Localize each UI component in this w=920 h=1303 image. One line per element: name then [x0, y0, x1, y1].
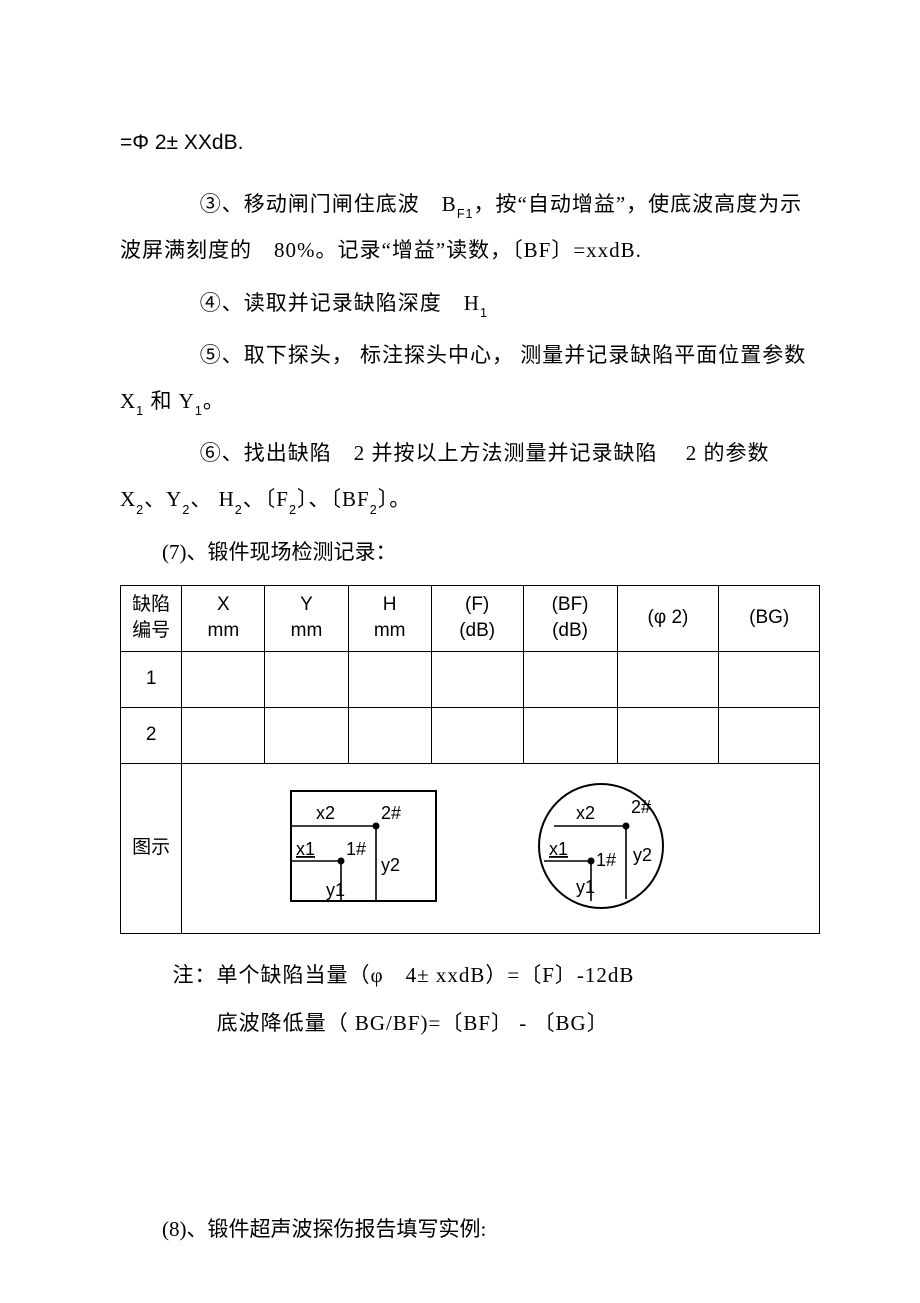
paragraph-3: ③、移动闸门闸住底波 BF1，按“自动增益”，使底波高度为示波屏满刻度的 80%…	[120, 181, 820, 273]
note-line-2: 底波降低量（ BG/BF)=〔BF〕 - 〔BG〕	[120, 1000, 820, 1046]
paragraph-5: ⑤、取下探头， 标注探头中心， 测量并记录缺陷平面位置参数 X1 和 Y1。	[120, 332, 820, 424]
table-row: 2	[121, 707, 820, 763]
svg-text:x2: x2	[576, 803, 595, 823]
cell-defect-1: 1	[121, 651, 182, 707]
cell	[265, 651, 348, 707]
para4-text: ④、读取并记录缺陷深度 H	[200, 291, 480, 315]
defect-diagram: x2 2# x1 1# y1 y2 x2 2#	[261, 771, 741, 926]
para5-sub2: 1	[195, 404, 203, 418]
para3-text: ③、移动闸门闸住底波 B	[200, 192, 457, 216]
section-8-label: (8)、锻件超声波探伤报告填写实例:	[120, 1206, 820, 1252]
cell-diagram: x2 2# x1 1# y1 y2 x2 2#	[182, 763, 820, 933]
cell	[182, 651, 265, 707]
svg-text:x2: x2	[316, 803, 335, 823]
cell	[182, 707, 265, 763]
p6t4: 〕、〔BF	[297, 487, 370, 511]
paragraph-6: ⑥、找出缺陷 2 并按以上方法测量并记录缺陷 2 的参数 X2、Y2、 H2、〔…	[120, 430, 820, 522]
cell	[617, 707, 719, 763]
para5-tail: 。	[203, 389, 225, 413]
svg-text:y2: y2	[633, 845, 652, 865]
th-l1: X	[217, 594, 230, 615]
th-l2: mm	[291, 620, 323, 641]
cell	[719, 707, 820, 763]
p6t2: 、 H	[190, 487, 234, 511]
svg-text:1#: 1#	[346, 839, 366, 859]
para4-sub: 1	[480, 306, 488, 320]
para5-mid: 和 Y	[144, 389, 195, 413]
table-row: 1	[121, 651, 820, 707]
svg-text:2#: 2#	[381, 803, 401, 823]
th-l1: Y	[300, 594, 313, 615]
cell	[348, 651, 431, 707]
p6s4: 2	[289, 503, 297, 517]
p6s1: 2	[136, 503, 144, 517]
para3-sub: F1	[457, 207, 474, 221]
p6t1: 、Y	[144, 487, 182, 511]
top-expression: =Φ 2± XXdB.	[120, 120, 820, 166]
p6t5: 〕。	[378, 487, 412, 511]
section-7-label: (7)、锻件现场检测记录：	[120, 529, 820, 575]
th-l1: (φ 2)	[648, 607, 689, 628]
th-l2: (dB)	[459, 620, 495, 641]
svg-text:2#: 2#	[631, 797, 651, 817]
note-line-1: 注：单个缺陷当量（φ 4± xxdB）=〔F〕-12dB	[120, 952, 820, 998]
svg-text:y1: y1	[576, 877, 595, 897]
svg-text:1#: 1#	[596, 850, 616, 870]
cell	[523, 651, 617, 707]
th-x: Xmm	[182, 585, 265, 651]
th-bf: (BF) (dB)	[523, 585, 617, 651]
p6s5: 2	[370, 503, 378, 517]
record-table: 缺陷编号 Xmm Ymm Hmm (F)(dB) (BF)(dB) (φ 2) …	[120, 585, 820, 934]
cell	[431, 651, 523, 707]
th-phi2: (φ 2)	[617, 585, 719, 651]
cell	[431, 707, 523, 763]
th-l1: (BF)	[552, 594, 589, 615]
th-l1: 缺陷	[132, 594, 170, 615]
th-bg: (BG)	[719, 585, 820, 651]
th-y: Ymm	[265, 585, 348, 651]
th-l2: mm	[208, 620, 240, 641]
cell	[523, 707, 617, 763]
th-l1: (BG)	[749, 607, 789, 628]
svg-text:y2: y2	[381, 855, 400, 875]
th-l2: (dB)	[552, 620, 588, 641]
cell	[617, 651, 719, 707]
cell	[719, 651, 820, 707]
cell	[348, 707, 431, 763]
th-f: (F) (dB)	[431, 585, 523, 651]
th-l1: (F)	[465, 594, 489, 615]
svg-text:x1: x1	[549, 839, 568, 859]
svg-text:x1: x1	[296, 839, 315, 859]
table-header-row: 缺陷编号 Xmm Ymm Hmm (F)(dB) (BF)(dB) (φ 2) …	[121, 585, 820, 651]
th-l1: H	[383, 594, 397, 615]
para5-sub1: 1	[136, 404, 144, 418]
cell-defect-2: 2	[121, 707, 182, 763]
p6t3: 、〔F	[243, 487, 289, 511]
p6s3: 2	[235, 503, 243, 517]
th-h: Hmm	[348, 585, 431, 651]
p6s2: 2	[182, 503, 190, 517]
table-diagram-row: 图示 x2 2# x1 1# y1 y2	[121, 763, 820, 933]
cell	[265, 707, 348, 763]
th-defect-no: 缺陷编号	[121, 585, 182, 651]
svg-text:y1: y1	[326, 880, 345, 900]
th-l2: 编号	[132, 620, 170, 641]
paragraph-4: ④、读取并记录缺陷深度 H1	[120, 280, 820, 326]
th-l2: mm	[374, 620, 406, 641]
cell-diagram-label: 图示	[121, 763, 182, 933]
